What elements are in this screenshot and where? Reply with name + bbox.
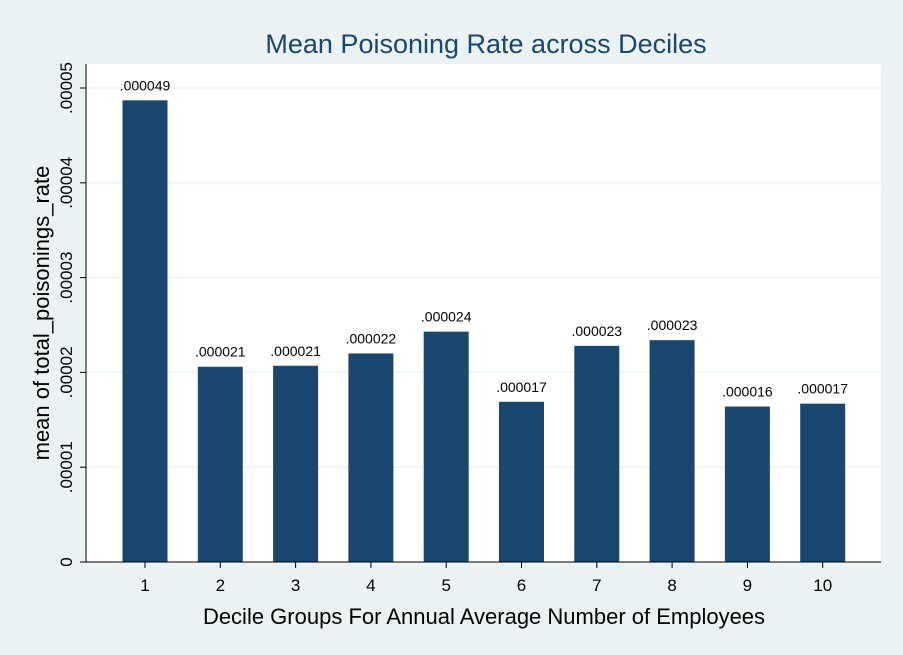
x-tick-label: 10 xyxy=(813,576,832,595)
bar-value-label: .000023 xyxy=(647,317,698,333)
bar-decile-10 xyxy=(800,403,846,562)
bar-value-label: .000023 xyxy=(571,323,622,339)
y-tick-label: .00005 xyxy=(57,62,76,114)
bar-value-label: .000049 xyxy=(120,77,171,93)
y-tick-label: .00003 xyxy=(57,252,76,304)
bar-decile-6 xyxy=(499,401,544,562)
bar-decile-1 xyxy=(122,100,168,562)
bar-value-label: .000017 xyxy=(797,381,848,397)
data-labels: .000049 .000021 .000021 .000022 .000024 .0000… xyxy=(120,77,849,399)
y-tick-label: .00002 xyxy=(57,346,76,398)
x-axis-label: Decile Groups For Annual Average Number … xyxy=(203,604,765,629)
bar-decile-3 xyxy=(273,365,319,562)
bar-decile-4 xyxy=(348,353,394,562)
bar-decile-9 xyxy=(724,406,770,562)
bar-decile-8 xyxy=(649,340,695,562)
x-tick-label: 1 xyxy=(140,576,149,595)
bar-value-label: .000017 xyxy=(496,379,547,395)
bar-value-label: .000016 xyxy=(722,384,773,400)
bar-decile-5 xyxy=(423,331,469,562)
bar-value-label: .000021 xyxy=(195,344,246,360)
y-tick-label: .00001 xyxy=(57,441,76,493)
x-tick-label: 4 xyxy=(366,576,375,595)
x-tick-label: 6 xyxy=(517,576,526,595)
bars xyxy=(122,100,846,562)
axes: 0 .00001 .00002 .00003 .00004 .00005 1 2 3 4 5 6 7 8 9… xyxy=(57,62,881,595)
bar-value-label: .000021 xyxy=(270,343,321,359)
bar-decile-2 xyxy=(197,366,243,562)
y-tick-label: .00004 xyxy=(57,157,76,209)
x-tick-label: 8 xyxy=(667,576,676,595)
x-tick-label: 3 xyxy=(291,576,300,595)
bar-decile-7 xyxy=(574,345,620,562)
x-tick-label: 2 xyxy=(216,576,225,595)
x-tick-label: 7 xyxy=(592,576,601,595)
x-tick-label: 9 xyxy=(743,576,752,595)
y-tick-label: 0 xyxy=(57,557,76,566)
chart-title: Mean Poisoning Rate across Deciles xyxy=(265,29,706,59)
bar-value-label: .000024 xyxy=(421,309,472,325)
y-axis-label: mean of total_poisonings_rate xyxy=(29,166,54,461)
x-tick-label: 5 xyxy=(441,576,450,595)
bar-value-label: .000022 xyxy=(346,330,397,346)
